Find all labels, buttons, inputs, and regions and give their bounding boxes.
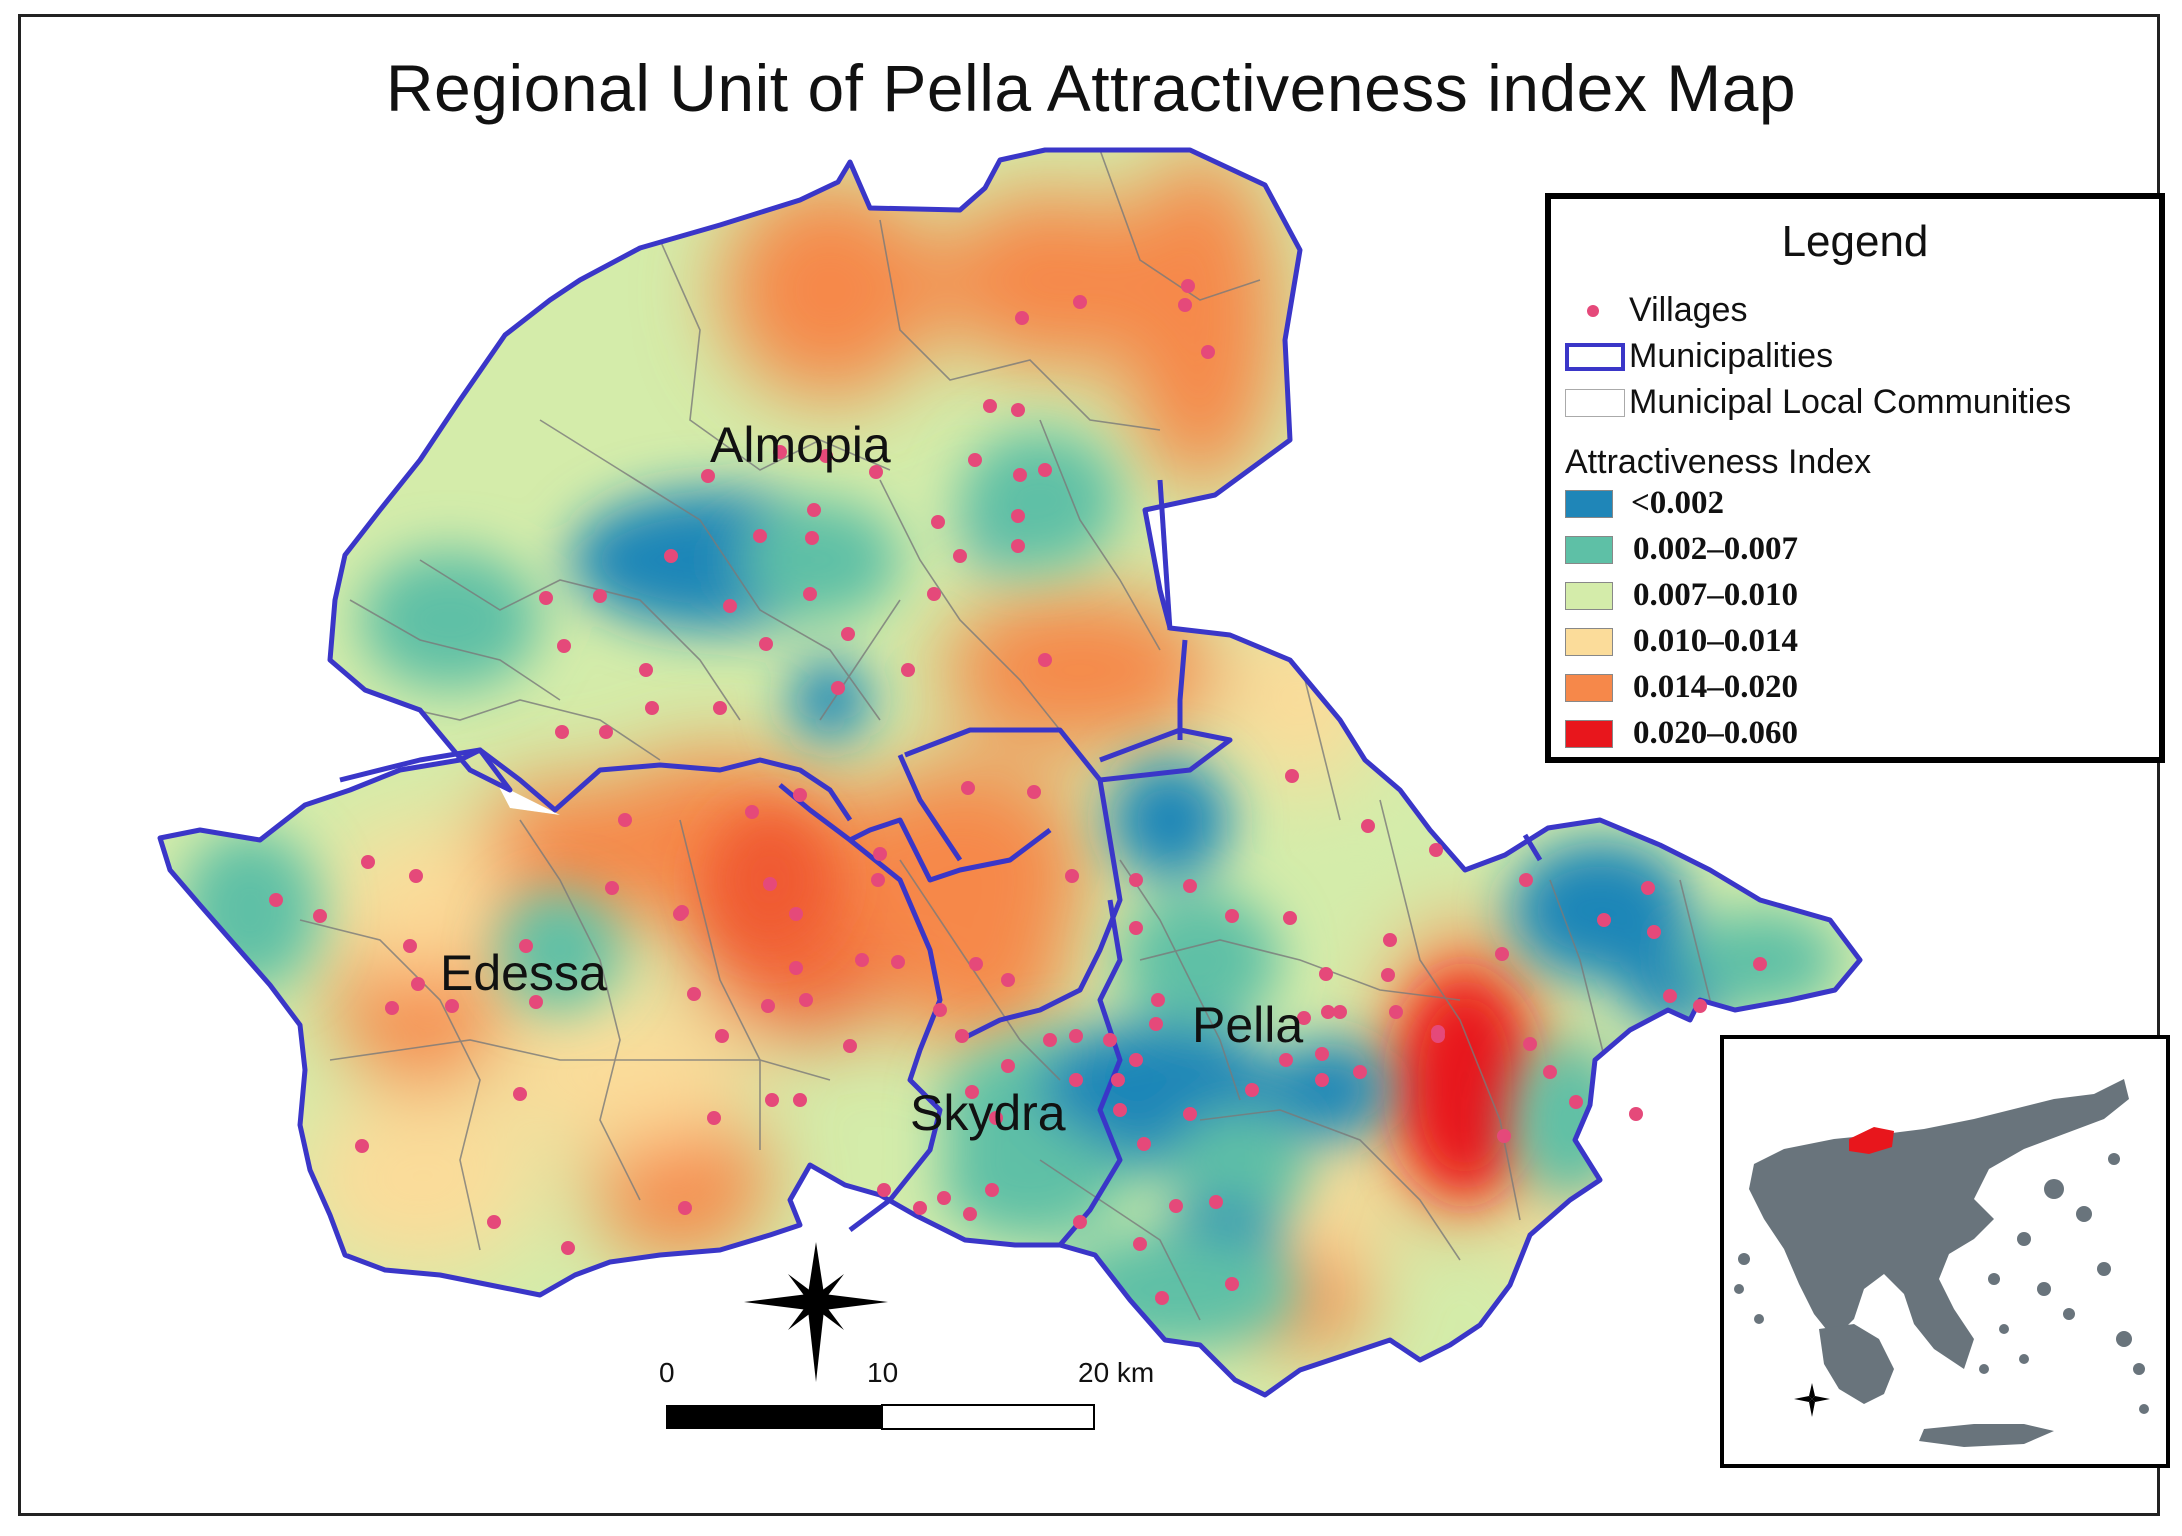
label-edessa: Edessa xyxy=(440,945,607,1001)
legend-class-label: 0.014–0.020 xyxy=(1633,669,1798,705)
label-pella: Pella xyxy=(1192,997,1303,1053)
skydra-north-border xyxy=(848,817,1052,883)
legend-class-4: 0.014–0.020 xyxy=(1551,667,2159,707)
village-point-icon xyxy=(1587,305,1599,317)
greece-locator-svg xyxy=(1734,1079,2149,1447)
pella-skydra-border xyxy=(1058,899,1123,1247)
legend-class-swatch xyxy=(1565,674,1613,702)
scale-tick-0: 0 xyxy=(659,1357,675,1388)
legend-class-1: 0.002–0.007 xyxy=(1551,529,2159,569)
almopia-border xyxy=(339,747,853,822)
legend-item-communities: Municipal Local Communities xyxy=(1551,383,2159,427)
scale-tick-10: 10 xyxy=(867,1357,899,1388)
almopia-east-border xyxy=(1157,479,1173,631)
legend-class-label: 0.010–0.014 xyxy=(1633,623,1798,659)
compass-rose-icon xyxy=(1794,1383,1830,1417)
label-skydra: Skydra xyxy=(910,1085,1066,1141)
label-almopia: Almopia xyxy=(710,417,891,473)
community-swatch-icon xyxy=(1565,389,1625,417)
legend-class-2: 0.007–0.010 xyxy=(1551,575,2159,615)
compass-rose-icon xyxy=(744,1242,888,1382)
legend-class-swatch xyxy=(1565,536,1613,564)
skydra-inner-border xyxy=(897,753,963,862)
legend-item-villages: Villages xyxy=(1551,291,2159,331)
legend-class-swatch xyxy=(1565,490,1613,518)
scale-bar xyxy=(666,1404,1095,1430)
municipality-boundaries xyxy=(157,147,1863,1398)
pella-west-border xyxy=(1099,727,1233,783)
legend-class-5: 0.020–0.060 xyxy=(1551,713,2159,753)
greece-mainland xyxy=(1734,1079,2149,1447)
map-title: Regional Unit of Pella Attractiveness in… xyxy=(385,51,1797,125)
legend-class-swatch xyxy=(1565,720,1613,748)
edessa-skydra-border xyxy=(778,783,943,1232)
inset-map xyxy=(1720,1035,2170,1468)
legend-class-swatch xyxy=(1565,582,1613,610)
legend-class-label: <0.002 xyxy=(1631,485,1725,521)
legend-item-municipalities: Municipalities xyxy=(1551,337,2159,381)
legend-class-0: <0.002 xyxy=(1551,483,2159,523)
legend-index-title: Attractiveness Index xyxy=(1565,443,1872,481)
pella-north-border xyxy=(1177,639,1188,740)
skydra-tongue xyxy=(904,727,1123,1043)
pella-east-inner xyxy=(1522,833,1543,862)
legend-title: Legend xyxy=(1781,217,1929,266)
legend-panel: Legend Villages Municipalities Municipal… xyxy=(1545,193,2165,763)
legend-class-label: 0.020–0.060 xyxy=(1633,715,1798,751)
legend-class-label: 0.002–0.007 xyxy=(1633,531,1798,567)
municipality-swatch-icon xyxy=(1565,343,1625,371)
legend-class-swatch xyxy=(1565,628,1613,656)
village-points xyxy=(269,279,1767,1305)
scale-tick-20: 20 km xyxy=(1078,1357,1155,1388)
legend-class-label: 0.007–0.010 xyxy=(1633,577,1798,613)
pella-locator-highlight xyxy=(1849,1127,1894,1154)
legend-class-3: 0.010–0.014 xyxy=(1551,621,2159,661)
region-outline xyxy=(157,147,1863,1398)
